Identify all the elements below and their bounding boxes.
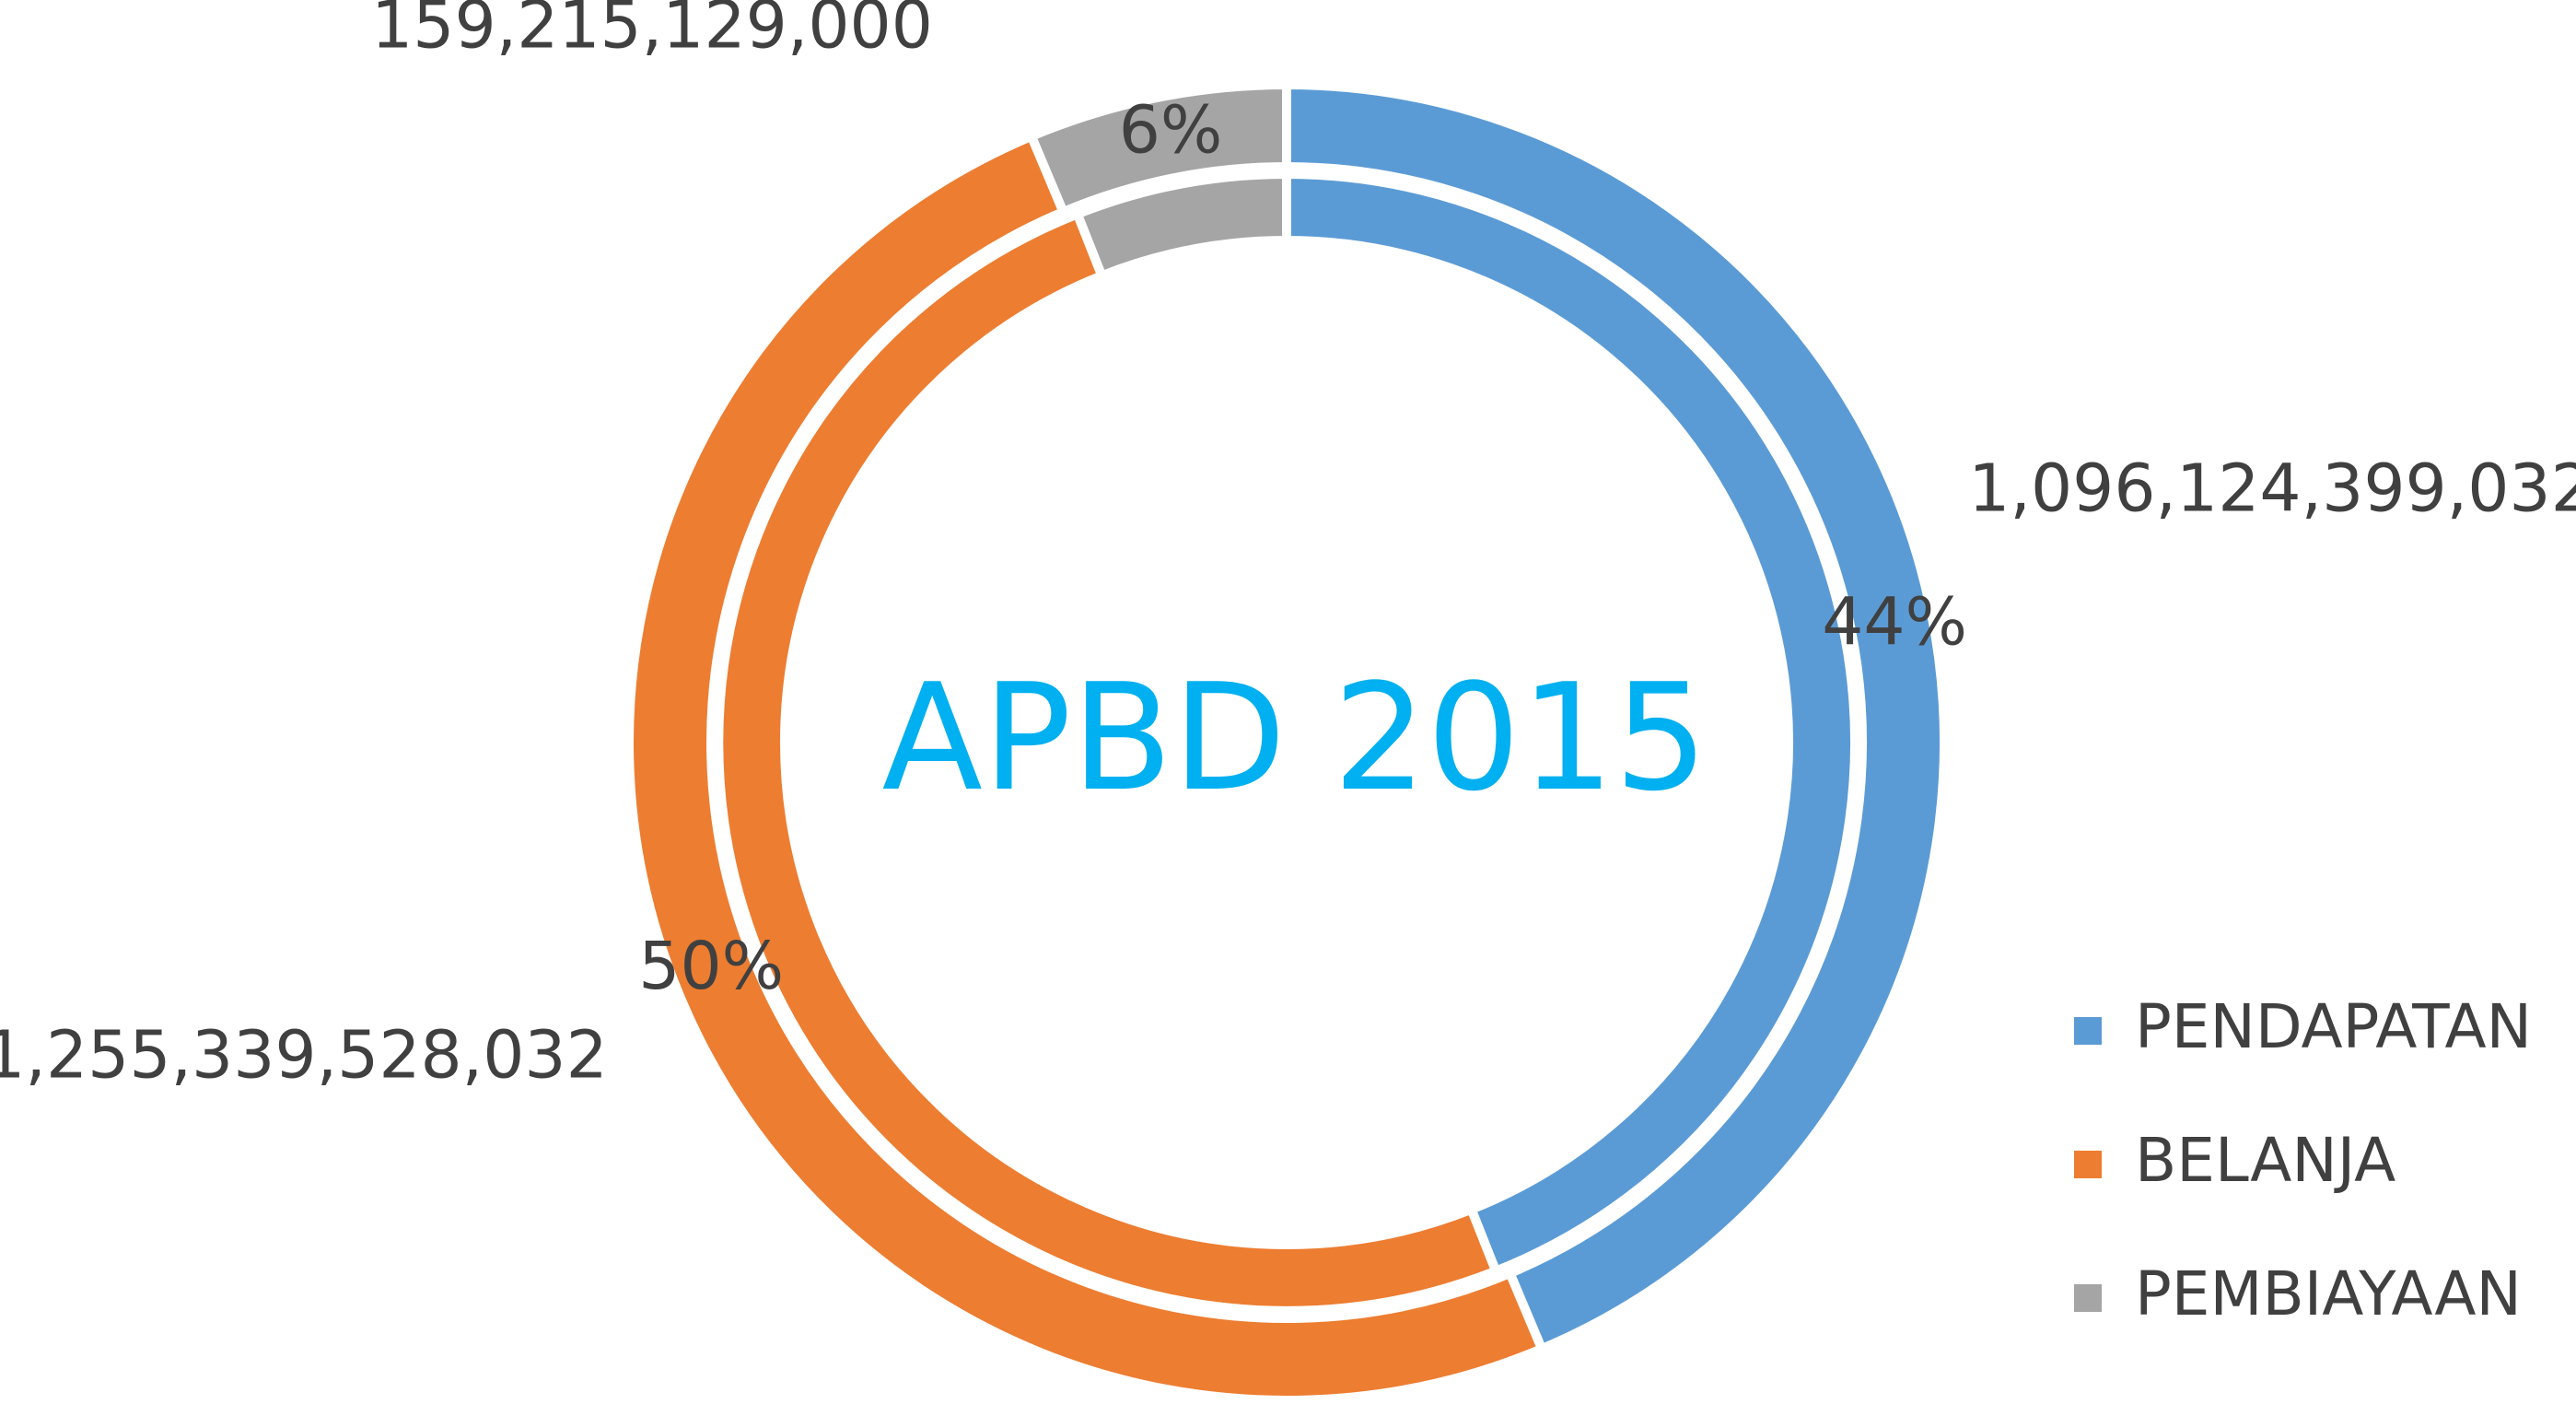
legend-label: PEMBIAYAAN <box>2135 1258 2522 1329</box>
legend-swatch <box>2074 1017 2102 1045</box>
legend-swatch <box>2074 1284 2102 1312</box>
donut-segment <box>1282 169 1859 1278</box>
value-label: 1,255,339,528,032 <box>0 1017 608 1094</box>
percent-label: 50% <box>638 928 784 1004</box>
value-label: 1,096,124,399,032 <box>1968 451 2576 527</box>
legend-label: PENDAPATAN <box>2135 991 2532 1062</box>
percent-label: 6% <box>1119 91 1223 168</box>
donut-segment <box>1071 169 1291 282</box>
donut-segment <box>1025 79 1291 218</box>
legend-label: BELANJA <box>2135 1125 2395 1196</box>
percent-label: 44% <box>1822 584 1967 661</box>
donut-segment <box>1282 79 1949 1355</box>
legend-swatch <box>2074 1151 2102 1178</box>
value-label: 159,215,129,000 <box>371 0 933 64</box>
chart-title: APBD 2015 <box>882 651 1708 824</box>
